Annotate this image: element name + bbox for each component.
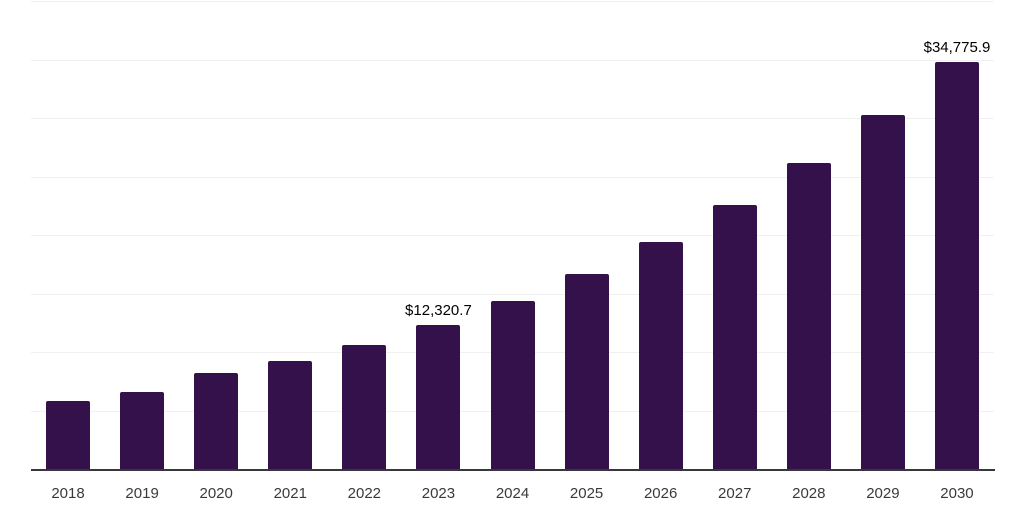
x-tick-2026: 2026 — [643, 485, 678, 502]
bar-cell-2025 — [550, 1, 624, 469]
bar-cell-2022 — [327, 1, 401, 469]
bar-cell-2021 — [253, 1, 327, 469]
bar-cell-2018 — [31, 1, 105, 469]
bar-2024[interactable] — [490, 300, 535, 469]
bar-cell-2030: $34,775.9 — [920, 1, 994, 469]
x-tick-2024: 2024 — [495, 485, 530, 502]
value-label-2030: $34,775.9 — [923, 39, 991, 57]
x-tick-2028: 2028 — [792, 485, 826, 502]
bar-cell-2024 — [475, 1, 549, 469]
x-tick-2019: 2019 — [125, 485, 159, 502]
bar-cell-2029 — [846, 1, 920, 469]
bar-2020[interactable] — [194, 373, 239, 469]
bar-2021[interactable] — [268, 360, 313, 469]
bar-cell-2026 — [624, 1, 698, 469]
x-tick-2018: 2018 — [51, 485, 85, 502]
bar-2028[interactable] — [786, 162, 831, 469]
bar-2025[interactable] — [564, 273, 609, 469]
bar-cell-2028 — [772, 1, 846, 469]
x-tick-2022: 2022 — [347, 485, 382, 502]
bar-cell-2019 — [105, 1, 179, 469]
x-tick-2025: 2025 — [569, 485, 604, 502]
x-axis-line — [31, 469, 995, 471]
bar-cell-2023: $12,320.7 — [401, 1, 475, 469]
bar-2030[interactable] — [934, 62, 979, 469]
x-tick-2027: 2027 — [718, 485, 752, 502]
x-tick-2023: 2023 — [421, 485, 456, 502]
x-tick-2029: 2029 — [866, 485, 900, 502]
x-tick-2030: 2030 — [940, 485, 974, 502]
bar-2029[interactable] — [860, 114, 905, 469]
bar-2018[interactable] — [46, 401, 91, 469]
bar-2027[interactable] — [712, 204, 757, 469]
bar-2022[interactable] — [342, 345, 387, 469]
x-tick-2021: 2021 — [273, 485, 307, 502]
x-tick-2020: 2020 — [199, 485, 233, 502]
value-label-2023: $12,320.7 — [405, 301, 472, 319]
bar-2023[interactable] — [416, 324, 461, 469]
bar-cell-2020 — [179, 1, 253, 469]
plot-area: $12,320.7 $34,775.9 — [31, 1, 994, 469]
x-axis-labels: 2018 2019 2020 2021 2022 2023 2024 2025 2026 2027… — [31, 485, 994, 502]
bar-2026[interactable] — [638, 241, 683, 469]
bar-cell-2027 — [698, 1, 772, 469]
bar-2019[interactable] — [120, 391, 165, 469]
